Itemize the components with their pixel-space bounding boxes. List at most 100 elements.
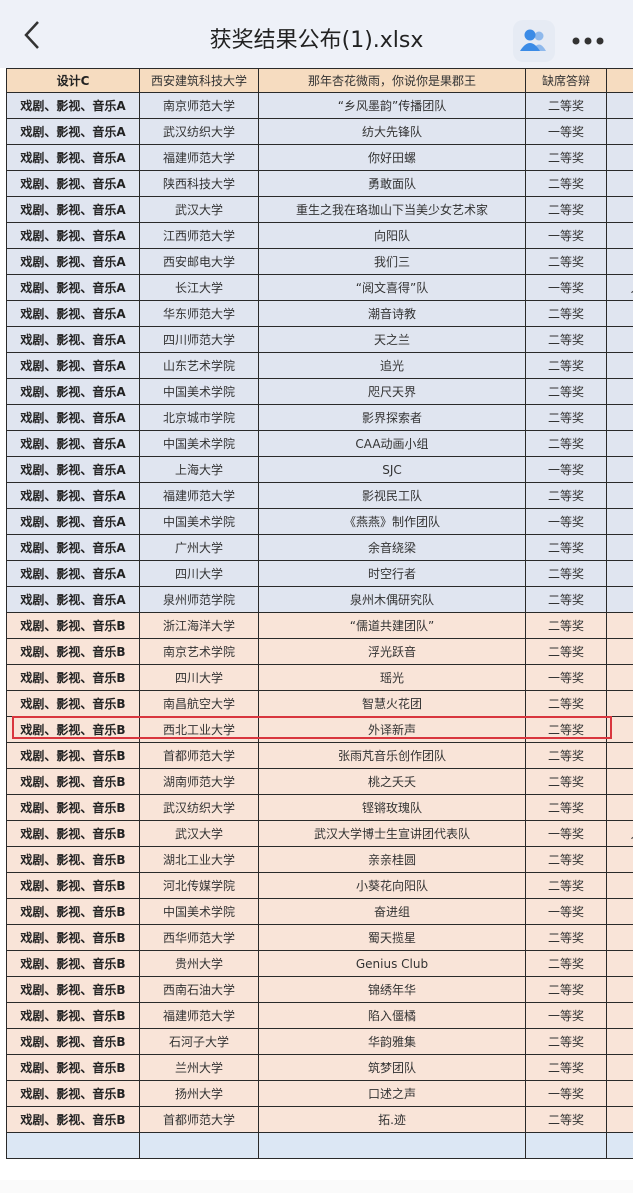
category-cell[interactable]: 戏剧、影视、音乐B [6,1054,140,1081]
table-row[interactable]: 戏剧、影视、音乐B 南昌航空大学 智慧火花团 二等奖 [6,690,633,717]
school-cell[interactable]: 南昌航空大学 [139,690,259,717]
category-cell[interactable]: 戏剧、影视、音乐B [6,690,140,717]
table-row[interactable]: 戏剧、影视、音乐B 湖南师范大学 桃之夭夭 二等奖 [6,768,633,795]
team-cell[interactable]: 外译新声 [258,716,526,743]
category-cell[interactable]: 戏剧、影视、音乐A [6,430,140,457]
table-row[interactable]: 戏剧、影视、音乐B 贵州大学 Genius Club 二等奖 [6,950,633,977]
extra-cell[interactable] [606,586,633,613]
table-row[interactable]: 戏剧、影视、音乐B 福建师范大学 陷入僵橘 一等奖 [6,1002,633,1029]
category-cell[interactable]: 戏剧、影视、音乐B [6,1002,140,1029]
team-cell[interactable]: 潮音诗教 [258,300,526,327]
table-row[interactable]: 戏剧、影视、音乐A 中国美术学院 CAA动画小组 二等奖 [6,430,633,457]
school-cell[interactable]: 西安邮电大学 [139,248,259,275]
partial-cell[interactable] [6,1132,140,1159]
team-cell[interactable]: 小葵花向阳队 [258,872,526,899]
school-cell[interactable]: 扬州大学 [139,1080,259,1107]
award-cell[interactable]: 一等奖 [525,456,607,483]
table-row[interactable]: 戏剧、影视、音乐A 福建师范大学 你好田螺 二等奖 [6,144,633,171]
award-cell[interactable]: 缺席答辩 [525,68,607,93]
more-horizontal-icon[interactable] [568,26,608,56]
table-row[interactable]: 戏剧、影视、音乐B 西华师范大学 蜀天揽星 二等奖 [6,924,633,951]
extra-cell[interactable] [606,742,633,769]
table-row[interactable]: 戏剧、影视、音乐A 四川大学 时空行者 二等奖 [6,560,633,587]
award-cell[interactable]: 一等奖 [525,508,607,535]
table-row[interactable]: 戏剧、影视、音乐A 中国美术学院 咫尺天界 二等奖 [6,378,633,405]
category-cell[interactable]: 戏剧、影视、音乐B [6,898,140,925]
school-cell[interactable]: 湖北工业大学 [139,846,259,873]
team-cell[interactable]: 智慧火花团 [258,690,526,717]
extra-cell[interactable] [606,144,633,171]
award-cell[interactable]: 一等奖 [525,898,607,925]
extra-cell[interactable] [606,612,633,639]
team-cell[interactable]: 你好田螺 [258,144,526,171]
category-cell[interactable]: 戏剧、影视、音乐A [6,378,140,405]
table-row[interactable]: 戏剧、影视、音乐B 西南石油大学 锦绣年华 二等奖 [6,976,633,1003]
award-cell[interactable]: 二等奖 [525,378,607,405]
school-cell[interactable]: 河北传媒学院 [139,872,259,899]
extra-cell[interactable] [606,1106,633,1133]
award-cell[interactable]: 二等奖 [525,300,607,327]
category-cell[interactable]: 戏剧、影视、音乐B [6,1080,140,1107]
school-cell[interactable]: 四川大学 [139,560,259,587]
table-row[interactable]: 戏剧、影视、音乐A 西安邮电大学 我们三 二等奖 [6,248,633,275]
table-row[interactable]: 戏剧、影视、音乐A 泉州师范学院 泉州木偶研究队 二等奖 [6,586,633,613]
table-row[interactable]: 戏剧、影视、音乐B 首都师范大学 张雨芃音乐创作团队 二等奖 [6,742,633,769]
team-cell[interactable]: SJC [258,456,526,483]
category-cell[interactable]: 戏剧、影视、音乐A [6,456,140,483]
extra-cell[interactable] [606,950,633,977]
award-cell[interactable]: 一等奖 [525,820,607,847]
team-cell[interactable]: 武汉大学博士生宣讲团代表队 [258,820,526,847]
extra-cell[interactable] [606,300,633,327]
school-cell[interactable]: 贵州大学 [139,950,259,977]
partial-cell[interactable] [258,1132,526,1159]
school-cell[interactable]: 福建师范大学 [139,1002,259,1029]
school-cell[interactable]: 陕西科技大学 [139,170,259,197]
school-cell[interactable]: 北京城市学院 [139,404,259,431]
extra-cell[interactable]: 入 [606,274,633,301]
category-cell[interactable]: 戏剧、影视、音乐A [6,196,140,223]
award-cell[interactable]: 二等奖 [525,1028,607,1055]
school-cell[interactable]: 长江大学 [139,274,259,301]
team-cell[interactable]: 天之兰 [258,326,526,353]
category-cell[interactable]: 戏剧、影视、音乐B [6,846,140,873]
award-cell[interactable]: 二等奖 [525,586,607,613]
team-cell[interactable]: 华韵雅集 [258,1028,526,1055]
category-cell[interactable]: 戏剧、影视、音乐A [6,560,140,587]
table-row[interactable]: 戏剧、影视、音乐A 华东师范大学 潮音诗教 二等奖 [6,300,633,327]
table-row[interactable]: 戏剧、影视、音乐B 扬州大学 口述之声 一等奖 [6,1080,633,1107]
award-cell[interactable]: 二等奖 [525,326,607,353]
school-cell[interactable]: 广州大学 [139,534,259,561]
partial-cell[interactable] [139,1132,259,1159]
table-row[interactable]: 戏剧、影视、音乐A 南京师范大学 “乡风墨韵”传播团队 二等奖 [6,92,633,119]
extra-cell[interactable] [606,508,633,535]
category-cell[interactable]: 戏剧、影视、音乐B [6,1028,140,1055]
extra-cell[interactable] [606,1054,633,1081]
school-cell[interactable]: 四川师范大学 [139,326,259,353]
school-cell[interactable]: 湖南师范大学 [139,768,259,795]
school-cell[interactable]: 山东艺术学院 [139,352,259,379]
category-cell[interactable]: 戏剧、影视、音乐B [6,664,140,691]
category-cell[interactable]: 戏剧、影视、音乐A [6,170,140,197]
team-cell[interactable]: 拓.迹 [258,1106,526,1133]
team-cell[interactable]: 那年杏花微雨，你说你是果郡王 [258,68,526,93]
category-cell[interactable]: 戏剧、影视、音乐A [6,482,140,509]
extra-cell[interactable] [606,846,633,873]
category-cell[interactable]: 戏剧、影视、音乐B [6,794,140,821]
table-row[interactable]: 戏剧、影视、音乐B 南京艺术学院 浮光跃音 二等奖 [6,638,633,665]
award-cell[interactable]: 二等奖 [525,716,607,743]
school-cell[interactable]: 西安建筑科技大学 [139,68,259,93]
award-cell[interactable]: 一等奖 [525,1080,607,1107]
category-cell[interactable]: 戏剧、影视、音乐B [6,924,140,951]
team-cell[interactable]: 奋进组 [258,898,526,925]
team-cell[interactable]: 口述之声 [258,1080,526,1107]
award-cell[interactable]: 二等奖 [525,638,607,665]
extra-cell[interactable] [606,378,633,405]
table-row[interactable]: 戏剧、影视、音乐A 武汉大学 重生之我在珞珈山下当美少女艺术家 二等奖 [6,196,633,223]
category-cell[interactable]: 戏剧、影视、音乐B [6,872,140,899]
extra-cell[interactable] [606,560,633,587]
school-cell[interactable]: 西华师范大学 [139,924,259,951]
award-cell[interactable]: 一等奖 [525,118,607,145]
table-row[interactable]: 戏剧、影视、音乐A 四川师范大学 天之兰 二等奖 [6,326,633,353]
extra-cell[interactable] [606,872,633,899]
